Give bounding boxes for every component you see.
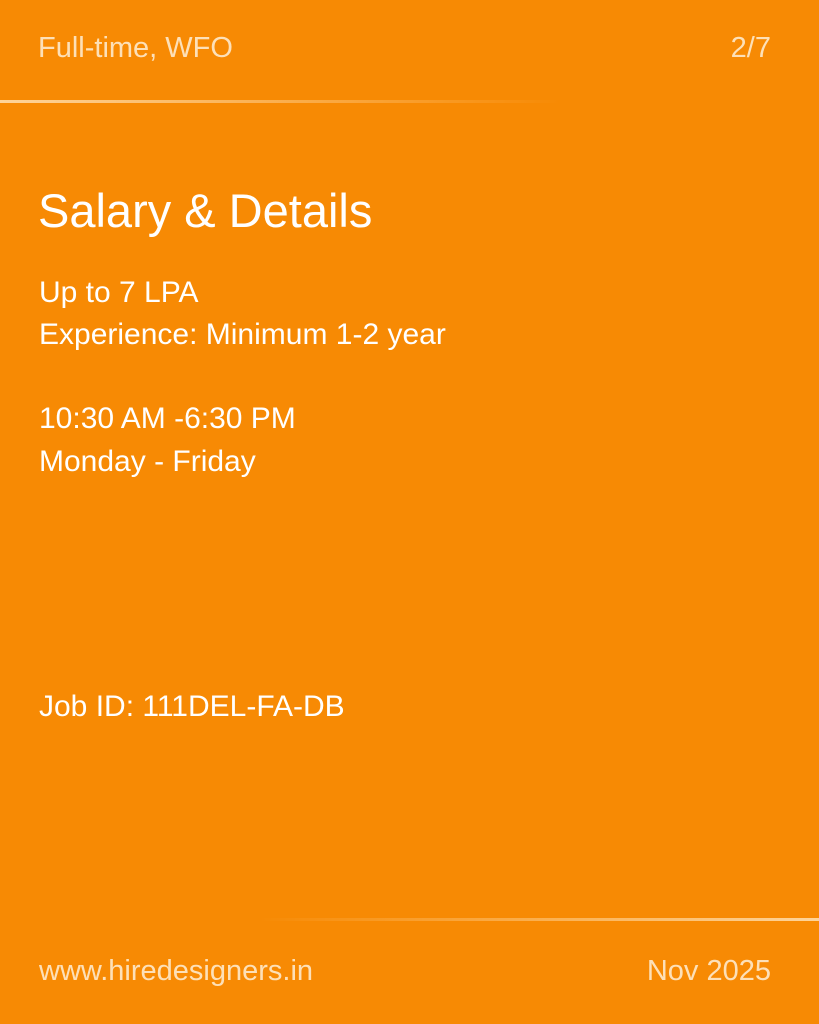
job-id: Job ID: 111DEL-FA-DB (39, 690, 345, 723)
post-date: Nov 2025 (646, 955, 771, 987)
page-title: Salary & Details (38, 184, 373, 237)
employment-type: Full-time, WFO (38, 32, 233, 64)
bottom-divider (260, 918, 819, 921)
website-link[interactable]: www.hiredesigners.in (39, 955, 314, 987)
days-text: Monday - Friday (39, 445, 256, 478)
page-indicator: 2/7 (730, 32, 771, 64)
experience-text: Experience: Minimum 1-2 year (39, 318, 446, 351)
top-divider (0, 100, 560, 103)
hours-text: 10:30 AM -6:30 PM (39, 402, 296, 435)
salary-text: Up to 7 LPA (39, 276, 199, 309)
